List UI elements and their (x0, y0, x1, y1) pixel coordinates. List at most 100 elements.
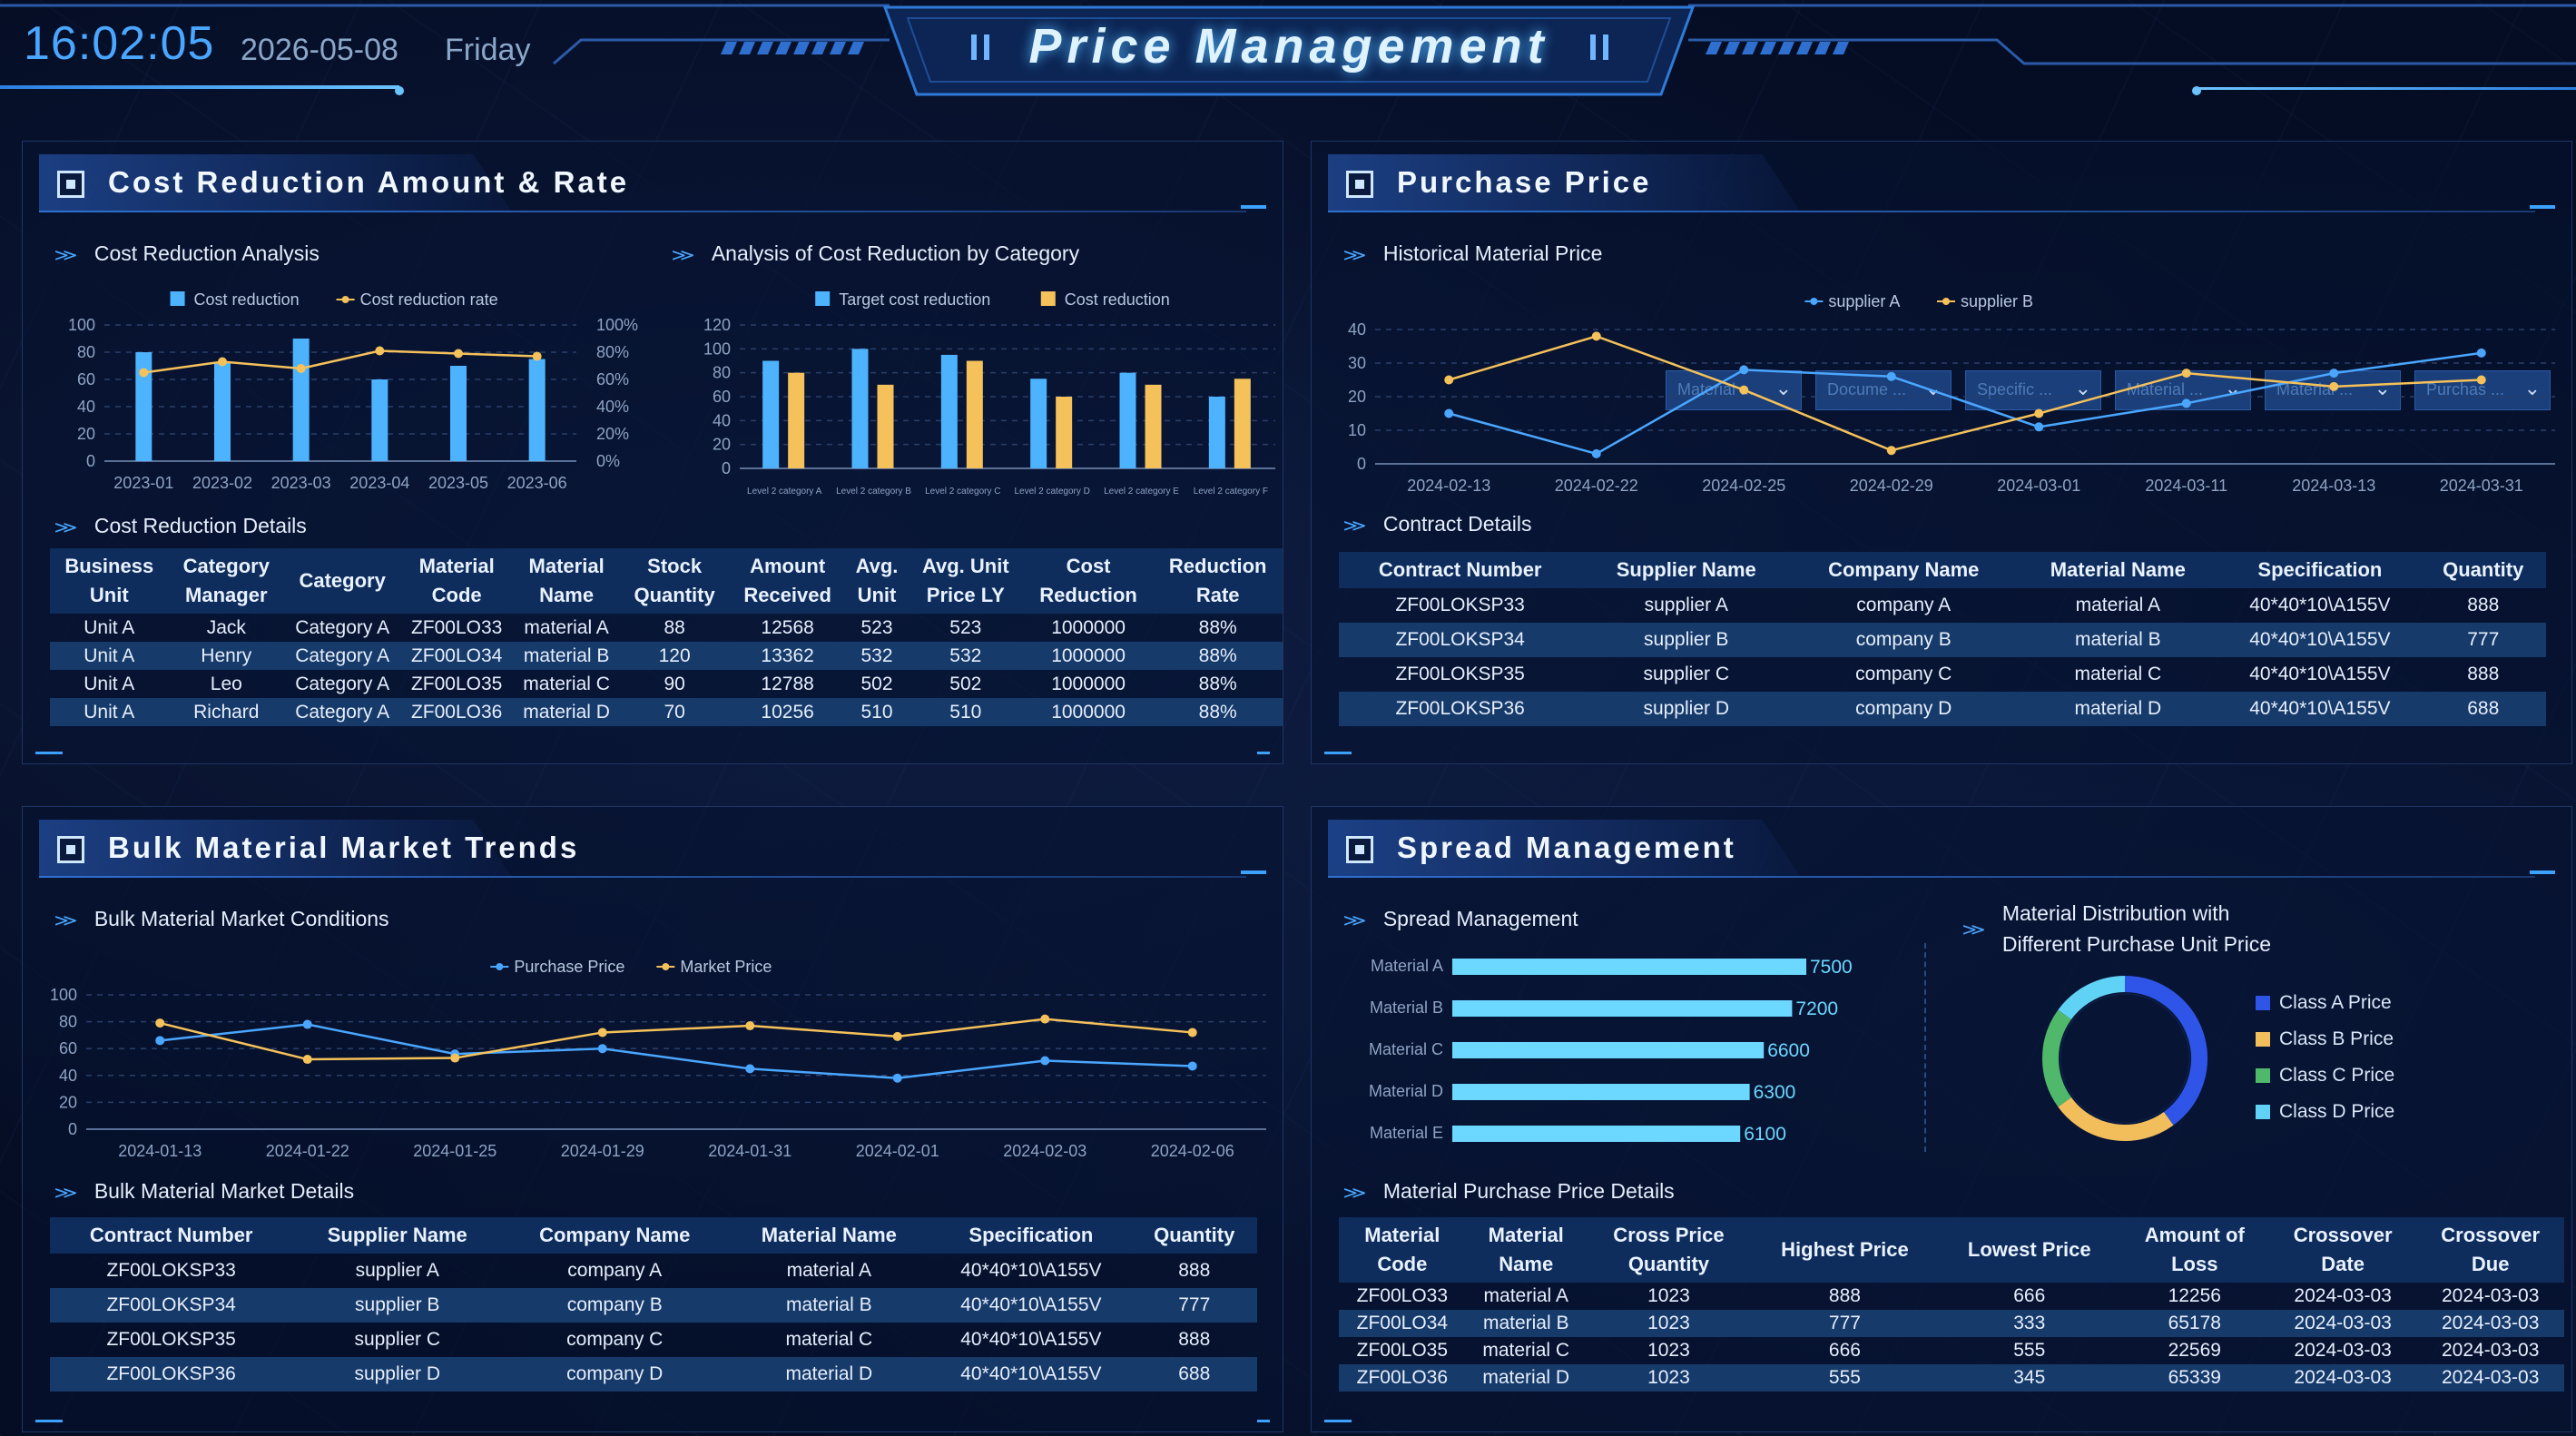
series-point (1739, 365, 1749, 375)
filter-dropdown-placeholder: Docume ... (1827, 380, 1907, 398)
y-tick-label: 40 (1348, 320, 1366, 339)
x-tick-label: Level 2 category E (1104, 487, 1179, 497)
cost-reduction-panel: Cost Reduction Amount & Rate ≫ Cost Reduc… (22, 141, 1283, 764)
y-tick-label: 80 (713, 364, 731, 382)
donut-slice (2042, 1009, 2072, 1107)
table-header-cell: Contract Number (1339, 552, 1582, 588)
rate-line (143, 349, 537, 374)
y2-tick-label: 80% (596, 343, 629, 361)
x-tick-label: 2024-02-22 (1555, 477, 1638, 495)
table-cell: material D (727, 1357, 931, 1392)
legend-swatch (2256, 1068, 2270, 1083)
table-cell: material C (523, 673, 610, 694)
x-tick-label: Level 2 category A (747, 487, 822, 497)
table-cell: company A (567, 1260, 663, 1281)
x-tick-label: 2024-01-29 (561, 1142, 644, 1160)
table-header-cell: Avg. Unit (846, 548, 908, 614)
x-tick-label: 2023-06 (507, 474, 567, 492)
historical-price-chart: 0 10 20 30 40 2024-02-13 2024-02-22 2024-02-25 2… (1348, 292, 2555, 495)
bar (1119, 372, 1136, 468)
legend-swatch (496, 963, 504, 970)
table-cell: company B (502, 1288, 728, 1323)
table-cell: 532 (907, 642, 1024, 670)
table-cell: 12256 (2168, 1285, 2221, 1306)
distribution-donut-chart: Class A Price Class B Price Class C Price C… (2042, 976, 2394, 1141)
x-tick-label: Level 2 category D (1014, 487, 1089, 497)
bar (1030, 379, 1047, 468)
y-category-label: Material D (1369, 1082, 1443, 1100)
bulk-details-table: Contract Number Supplier Name Company Name… (50, 1217, 1257, 1392)
filter-dropdown-placeholder: Purchas ... (2426, 380, 2505, 398)
spread-bar-chart: Material A 7500 Material B 7200 Material C 66… (1369, 957, 1853, 1145)
panel-title-dash (1241, 205, 1266, 209)
corner-dash (35, 1420, 63, 1422)
table-header-cell: Stock Quantity (620, 548, 730, 614)
corner-dash (35, 752, 63, 754)
table-cell: 523 (949, 616, 982, 638)
table-cell: Category A (284, 642, 401, 670)
table-cell: material A (524, 616, 609, 638)
table-cell: material D (513, 698, 621, 726)
table-cell: company D (1791, 692, 2017, 726)
table-cell: Unit A (84, 673, 135, 694)
table-cell: 12788 (761, 673, 814, 694)
subtitle: ≫ Cost Reduction Details (54, 514, 307, 538)
table-cell: ZF00LOKSP33 (106, 1260, 236, 1281)
table-header-cell: Supplier Name (1581, 552, 1792, 588)
table-cell: 40*40*10\A155V (960, 1329, 1102, 1350)
bar (528, 359, 546, 461)
table-cell: ZF00LOKSP34 (50, 1288, 293, 1323)
subtitle-text: Bulk Material Market Conditions (93, 907, 389, 930)
legend-swatch (1810, 298, 1818, 305)
table-header-cell: Crossover Due (2416, 1217, 2564, 1283)
y-tick-label: 40 (713, 411, 731, 429)
series-point (450, 1053, 460, 1063)
series-point (2181, 369, 2191, 379)
table-cell: 502 (860, 673, 893, 694)
table-cell: 2024-03-03 (2294, 1340, 2392, 1361)
table-cell: 2024-03-03 (2268, 1310, 2417, 1337)
series-point (2476, 375, 2486, 385)
table-header-cell: Specification (2219, 552, 2421, 588)
double-chevron-icon: ≫ (1342, 1184, 1367, 1202)
table-cell: 888 (2467, 595, 2500, 615)
y2-tick-label: 20% (596, 425, 629, 443)
table-cell: Unit A (50, 698, 169, 726)
cost-details-table: Business Unit Category Manager Category Mater… (50, 548, 1283, 726)
table-cell: 502 (949, 673, 982, 694)
table-cell: 2024-03-03 (2441, 1340, 2540, 1361)
y-tick-label: 40 (77, 398, 95, 416)
series-point (302, 1055, 312, 1065)
spread-details-table: Material Code Material Name Cross Price Quant… (1339, 1217, 2564, 1392)
table-cell: 777 (1131, 1288, 1257, 1323)
y-tick-label: 80 (59, 1013, 77, 1031)
table-row: ZF00LOKSP35 supplier C company C material C… (50, 1323, 1257, 1357)
table-cell: material C (1482, 1340, 1570, 1361)
table-cell: ZF00LOKSP35 (1395, 664, 1525, 684)
series-point (302, 1019, 312, 1029)
legend-label: Class B Price (2279, 1028, 2394, 1049)
table-header-cell: Reduction Rate (1153, 548, 1283, 614)
table-header-cell: Supplier Name (292, 1217, 503, 1254)
x-tick-label: 2024-03-11 (2145, 477, 2227, 495)
chevron-down-icon: ⌄ (1775, 377, 1792, 399)
table-cell: 12568 (761, 616, 814, 638)
y-tick-label: 60 (77, 370, 95, 389)
table-cell: 22569 (2168, 1340, 2221, 1361)
table-cell: ZF00LOKSP34 (1339, 623, 1582, 657)
y-tick-label: 0 (722, 459, 731, 477)
bar (762, 360, 780, 468)
legend-label: Cost reduction (194, 290, 300, 309)
bar (1056, 397, 1073, 468)
panel-title-underline (39, 211, 1246, 212)
table-header-cell: Material Name (1465, 1217, 1587, 1283)
table-cell: Category A (295, 616, 390, 638)
table-cell: material B (2016, 623, 2220, 657)
series-point (1187, 1028, 1197, 1038)
bulk-material-panel: Bulk Material Market Trends ≫ Bulk Materi… (22, 806, 1283, 1432)
table-header-cell: Material Name (727, 1217, 931, 1254)
bar (966, 360, 983, 468)
table-cell: ZF00LO33 (1356, 1285, 1449, 1306)
panel-title: Cost Reduction Amount & Rate (108, 165, 630, 199)
table-row: ZF00LO35 material C 1023 666 555 22569 2024-03… (1339, 1337, 2564, 1364)
